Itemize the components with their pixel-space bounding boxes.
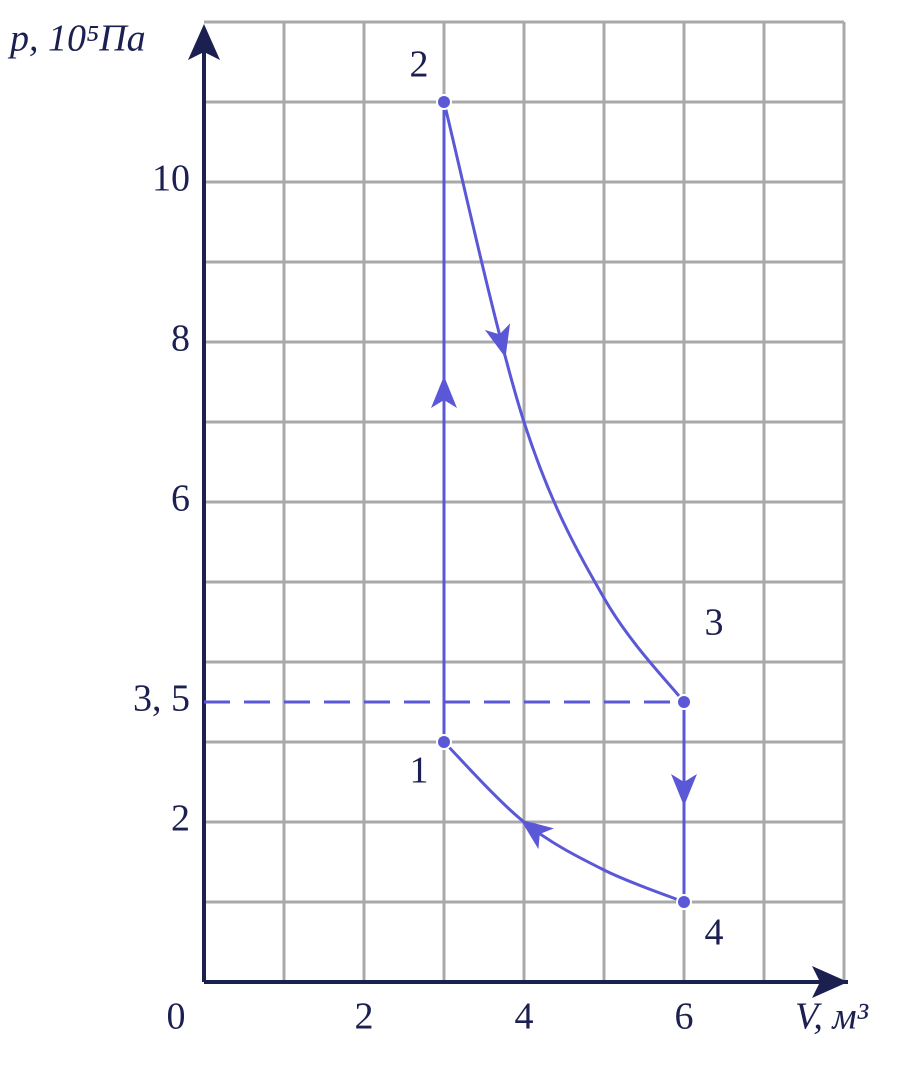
y-tick-label: 6 <box>171 478 190 520</box>
state-point <box>676 894 692 910</box>
state-label: 4 <box>705 912 724 954</box>
state-point <box>436 734 452 750</box>
direction-arrow <box>520 819 554 850</box>
y-tick-label: 10 <box>152 158 190 200</box>
direction-arrow <box>671 774 697 806</box>
direction-arrow <box>484 323 511 358</box>
y-axis-arrow <box>188 24 220 60</box>
x-tick-label: 6 <box>675 996 694 1038</box>
y-axis-label: p, 10⁵Па <box>7 18 146 60</box>
state-point <box>436 94 452 110</box>
state-label: 1 <box>410 750 429 792</box>
state-label: 2 <box>410 44 429 86</box>
x-tick-label: 0 <box>167 996 186 1038</box>
state-label: 3 <box>705 602 724 644</box>
x-axis-arrow <box>812 966 848 998</box>
direction-arrow <box>431 376 457 408</box>
process-line <box>442 101 686 703</box>
y-tick-label: 2 <box>171 798 190 840</box>
x-tick-label: 2 <box>355 996 374 1038</box>
state-point <box>676 694 692 710</box>
y-tick-label: 3, 5 <box>133 678 190 720</box>
process-line <box>442 740 685 904</box>
x-tick-label: 4 <box>515 996 534 1038</box>
x-axis-label: V, м³ <box>795 996 869 1038</box>
y-tick-label: 8 <box>171 318 190 360</box>
